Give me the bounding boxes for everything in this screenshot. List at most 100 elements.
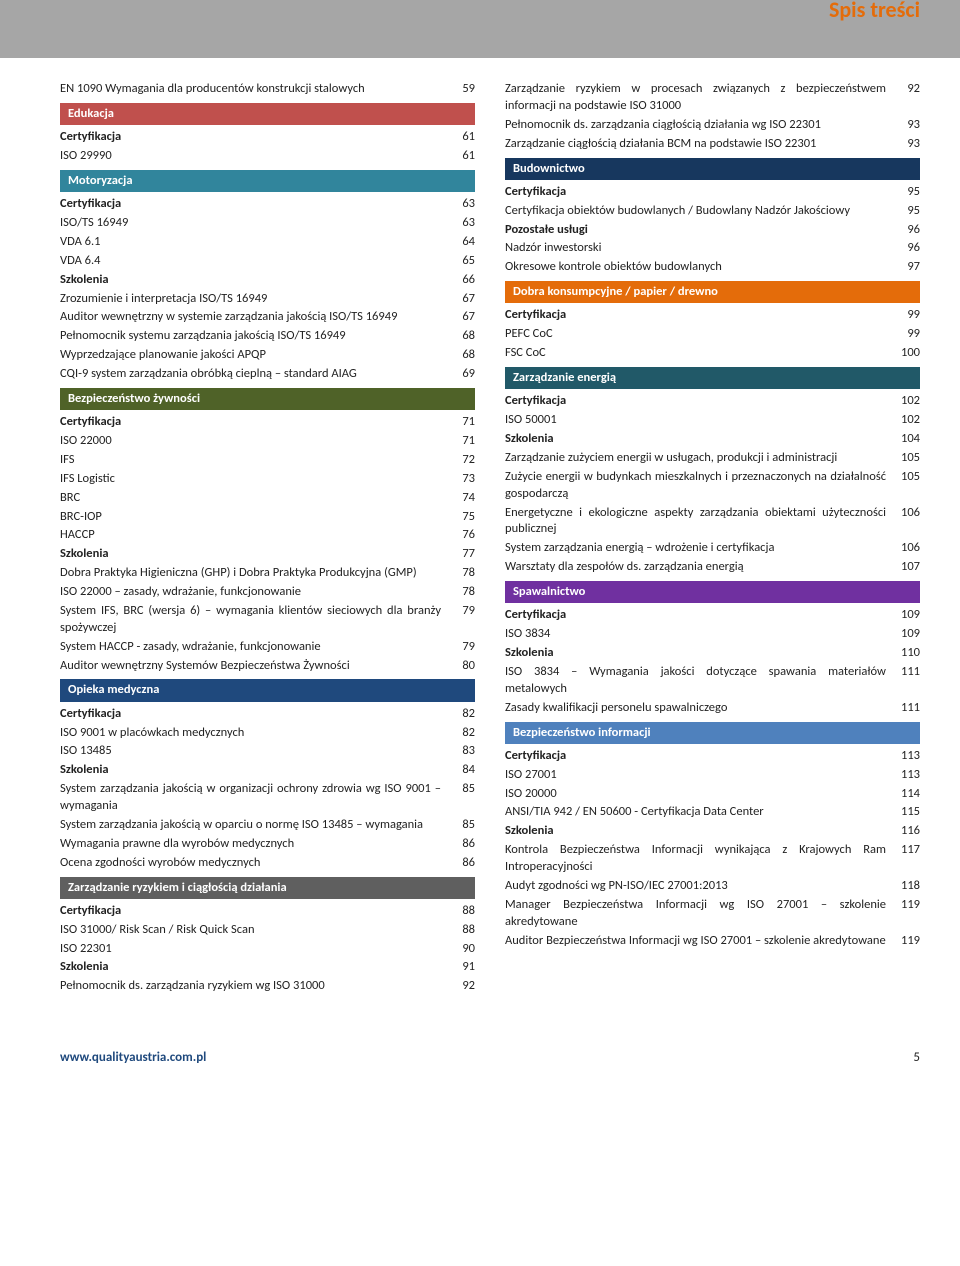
toc-label: Zarządzanie ryzykiem w procesach związan… bbox=[505, 81, 886, 115]
section-label: Bezpieczeństwo informacji bbox=[513, 725, 912, 741]
toc-page-number: 111 bbox=[886, 700, 920, 717]
toc-page-number: 88 bbox=[441, 922, 475, 939]
toc-label: IFS bbox=[60, 452, 441, 469]
toc-row: Auditor Bezpieczeństwa Informacji wg ISO… bbox=[505, 932, 920, 951]
toc-row: HACCP76 bbox=[60, 526, 475, 545]
toc-label: Auditor Bezpieczeństwa Informacji wg ISO… bbox=[505, 933, 886, 950]
toc-label: Zarządzanie ciągłością działania BCM na … bbox=[505, 136, 886, 153]
toc-page-number: 92 bbox=[441, 978, 475, 995]
page-footer: www.qualityaustria.com.pl 5 bbox=[0, 1026, 960, 1065]
toc-page-number: 105 bbox=[886, 450, 920, 467]
toc-page-number: 65 bbox=[441, 253, 475, 270]
toc-label: Audyt zgodności wg PN-ISO/IEC 27001:2013 bbox=[505, 878, 886, 895]
toc-row: ISO 50001102 bbox=[505, 411, 920, 430]
toc-label: Szkolenia bbox=[60, 762, 441, 779]
toc-row: ISO 31000/ Risk Scan / Risk Quick Scan88 bbox=[60, 921, 475, 940]
toc-row: Dobra Praktyka Higieniczna (GHP) i Dobra… bbox=[60, 564, 475, 583]
toc-page-number: 96 bbox=[886, 240, 920, 257]
toc-row: ISO 2230190 bbox=[60, 940, 475, 959]
toc-page-number: 73 bbox=[441, 471, 475, 488]
toc-page-number: 90 bbox=[441, 941, 475, 958]
toc-page-number: 79 bbox=[441, 603, 475, 620]
toc-page-number: 115 bbox=[886, 804, 920, 821]
toc-label: IFS Logistic bbox=[60, 471, 441, 488]
toc-page-number: 78 bbox=[441, 565, 475, 582]
toc-page-number: 77 bbox=[441, 546, 475, 563]
toc-label: Certyfikacja bbox=[60, 129, 441, 146]
toc-label: Certyfikacja bbox=[60, 414, 441, 431]
toc-label: Pełnomocnik ds. zarządzania ciągłością d… bbox=[505, 117, 886, 134]
toc-row: Certyfikacja63 bbox=[60, 195, 475, 214]
toc-page-number: 88 bbox=[441, 903, 475, 920]
toc-row: ISO 2200071 bbox=[60, 432, 475, 451]
toc-label: Certyfikacja bbox=[505, 393, 886, 410]
toc-label: ISO 20000 bbox=[505, 786, 886, 803]
toc-label: ISO 29990 bbox=[60, 148, 441, 165]
toc-page-number: 84 bbox=[441, 762, 475, 779]
toc-row: VDA 6.465 bbox=[60, 252, 475, 271]
toc-page-number: 106 bbox=[886, 540, 920, 557]
toc-label: Auditor wewnętrzny Systemów Bezpieczeńst… bbox=[60, 658, 441, 675]
toc-label: Zasady kwalifikacji personelu spawalnicz… bbox=[505, 700, 886, 717]
toc-page-number: 93 bbox=[886, 117, 920, 134]
toc-row: ISO 22000 – zasady, wdrażanie, funkcjono… bbox=[60, 583, 475, 602]
section-header: Zarządzanie energią bbox=[505, 367, 920, 389]
toc-label: ISO 22301 bbox=[60, 941, 441, 958]
toc-label: ISO 9001 w placówkach medycznych bbox=[60, 725, 441, 742]
toc-row: Certyfikacja82 bbox=[60, 705, 475, 724]
toc-row: Kontrola Bezpieczeństwa Informacji wynik… bbox=[505, 841, 920, 877]
toc-row: PEFC CoC99 bbox=[505, 325, 920, 344]
toc-label: Szkolenia bbox=[505, 431, 886, 448]
toc-label: HACCP bbox=[60, 527, 441, 544]
toc-row: Szkolenia77 bbox=[60, 545, 475, 564]
toc-label: Szkolenia bbox=[60, 546, 441, 563]
toc-row: ISO/TS 1694963 bbox=[60, 214, 475, 233]
toc-row: System zarządzania jakością w oparciu o … bbox=[60, 816, 475, 835]
toc-page-number: 99 bbox=[886, 307, 920, 324]
toc-page-number: 92 bbox=[886, 81, 920, 98]
toc-label: System zarządzania jakością w organizacj… bbox=[60, 781, 441, 815]
toc-label: Warsztaty dla zespołów ds. zarządzania e… bbox=[505, 559, 886, 576]
toc-label: PEFC CoC bbox=[505, 326, 886, 343]
toc-row: Szkolenia66 bbox=[60, 271, 475, 290]
toc-row: Szkolenia116 bbox=[505, 822, 920, 841]
toc-page-number: 82 bbox=[441, 725, 475, 742]
toc-row: Certyfikacja109 bbox=[505, 606, 920, 625]
toc-label: ISO 22000 – zasady, wdrażanie, funkcjono… bbox=[60, 584, 441, 601]
toc-label: Szkolenia bbox=[505, 823, 886, 840]
toc-row: Audyt zgodności wg PN-ISO/IEC 27001:2013… bbox=[505, 877, 920, 896]
section-label: Zarządzanie ryzykiem i ciągłością działa… bbox=[68, 880, 467, 896]
toc-page-number: 71 bbox=[441, 433, 475, 450]
toc-label: Certyfikacja obiektów budowlanych / Budo… bbox=[505, 203, 886, 220]
toc-row: Zrozumienie i interpretacja ISO/TS 16949… bbox=[60, 290, 475, 309]
toc-label: BRC bbox=[60, 490, 441, 507]
toc-page-number: 68 bbox=[441, 328, 475, 345]
section-label: Dobra konsumpcyjne / papier / drewno bbox=[513, 284, 912, 300]
footer-page-number: 5 bbox=[913, 1050, 920, 1065]
toc-page-number: 113 bbox=[886, 767, 920, 784]
toc-page-number: 93 bbox=[886, 136, 920, 153]
toc-row: Auditor wewnętrzny w systemie zarządzani… bbox=[60, 308, 475, 327]
toc-row: Zasady kwalifikacji personelu spawalnicz… bbox=[505, 699, 920, 718]
toc-label: Pełnomocnik systemu zarządzania jakością… bbox=[60, 328, 441, 345]
toc-label: Certyfikacja bbox=[60, 196, 441, 213]
toc-page-number: 67 bbox=[441, 309, 475, 326]
section-label: Bezpieczeństwo żywności bbox=[68, 391, 467, 407]
toc-label: Energetyczne i ekologiczne aspekty zarzą… bbox=[505, 505, 886, 539]
toc-page-number: 64 bbox=[441, 234, 475, 251]
toc-row: ANSI/TIA 942 / EN 50600 - Certyfikacja D… bbox=[505, 803, 920, 822]
toc-page-number: 91 bbox=[441, 959, 475, 976]
toc-label: Pozostałe usługi bbox=[505, 222, 886, 239]
toc-row: Zarządzanie ciągłością działania BCM na … bbox=[505, 135, 920, 154]
toc-row: FSC CoC100 bbox=[505, 344, 920, 363]
toc-label: System IFS, BRC (wersja 6) – wymagania k… bbox=[60, 603, 441, 637]
toc-row: Pełnomocnik ds. zarządzania ciągłością d… bbox=[505, 116, 920, 135]
toc-label: ISO 27001 bbox=[505, 767, 886, 784]
toc-page-number: 71 bbox=[441, 414, 475, 431]
toc-label: EN 1090 Wymagania dla producentów konstr… bbox=[60, 81, 441, 98]
section-header: Edukacja bbox=[60, 103, 475, 125]
toc-label: Certyfikacja bbox=[505, 184, 886, 201]
toc-page-number: 102 bbox=[886, 393, 920, 410]
toc-page-number: 118 bbox=[886, 878, 920, 895]
section-header: Bezpieczeństwo żywności bbox=[60, 388, 475, 410]
